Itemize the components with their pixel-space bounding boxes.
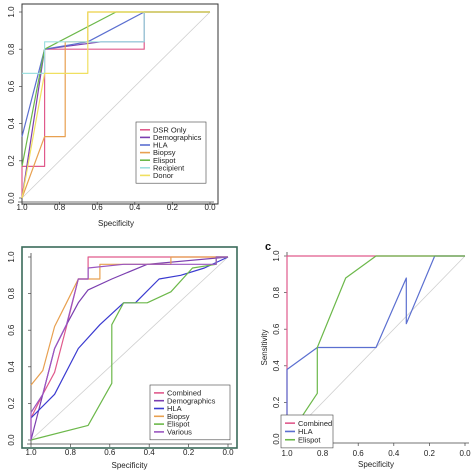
roc-panel-1: 1.0 0.8 0.6 0.4 0.2 0.0 0.0 0.2 0.4 0.6 0.8 1.0 Spec…: [7, 3, 219, 228]
x-tick-label: 0.0: [459, 449, 471, 458]
x-tick-label: 0.2: [183, 448, 195, 457]
diagonal-reference-line: [30, 256, 229, 441]
y-tick-label: 0.2: [7, 397, 16, 409]
panel-label: c: [265, 241, 271, 253]
legend-label: Combined: [167, 389, 201, 398]
legend-label: Elispot: [167, 420, 190, 429]
y-tick-label: 0.6: [7, 80, 16, 92]
series-line-biopsy: [30, 256, 228, 386]
legend-label: Combined: [298, 419, 332, 428]
y-tick-label: 0.4: [7, 117, 16, 129]
diagonal-reference-line: [21, 11, 211, 199]
x-tick-label: 0.2: [424, 449, 436, 458]
legend-label: DSR Only: [153, 125, 187, 134]
x-tick-label: 0.8: [65, 448, 77, 457]
y-tick-label: 0.6: [272, 323, 281, 335]
x-axis-title: Specificity: [358, 460, 394, 469]
x-tick-label: 0.4: [144, 448, 156, 457]
y-tick-label: 0.2: [7, 155, 16, 167]
x-tick-label: 0.0: [222, 448, 234, 457]
legend-label: HLA: [153, 141, 168, 150]
y-tick-label: 0.8: [7, 287, 16, 299]
x-axis-title: Specificity: [98, 219, 134, 228]
series-line-donor: [21, 11, 210, 199]
y-tick-label: 0.6: [7, 324, 16, 336]
y-tick-label: 0.8: [272, 286, 281, 298]
y-tick-label: 0.0: [7, 192, 16, 204]
y-tick-label: 0.4: [7, 361, 16, 373]
y-tick-label: 0.2: [272, 396, 281, 408]
roc-panel-2: 1.0 0.8 0.6 0.4 0.2 0.0 0.0 0.2 0.4 0.6 0.8 1.0 Spec…: [7, 246, 238, 470]
x-tick-label: 1.0: [25, 448, 37, 457]
x-tick-label: 0.4: [129, 203, 141, 212]
y-tick-label: 1.0: [7, 6, 16, 18]
x-tick-label: 1.0: [281, 449, 293, 458]
legend-label: Elispot: [153, 156, 176, 165]
panel-border: [21, 246, 238, 449]
y-axis-title: Sensitivity: [260, 329, 269, 365]
y-tick-label: 0.0: [7, 434, 16, 446]
roc-panel-3: 1.0 0.8 0.6 0.4 0.2 0.0 0.0 0.2 0.4 0.6 0.8 1.0 Spec…: [260, 241, 471, 469]
legend-label: Recipient: [153, 163, 185, 172]
series-line-elispot: [286, 255, 465, 440]
series-line-combined: [30, 256, 228, 440]
legend-label: HLA: [167, 404, 182, 413]
y-tick-label: 1.0: [7, 251, 16, 263]
x-tick-label: 1.0: [16, 203, 28, 212]
legend-label: Various: [167, 428, 192, 437]
legend-label: HLA: [298, 427, 313, 436]
x-tick-label: 0.6: [104, 448, 116, 457]
y-tick-label: 0.4: [272, 360, 281, 372]
legend-label: Elispot: [298, 435, 321, 444]
x-tick-label: 0.6: [353, 449, 365, 458]
series-line-hla: [286, 255, 465, 439]
legend-label: Demographics: [167, 396, 216, 405]
legend-label: Donor: [153, 171, 174, 180]
x-tick-label: 0.2: [167, 203, 179, 212]
legend-label: Biopsy: [153, 148, 176, 157]
series-line-various: [30, 256, 228, 440]
y-tick-label: 0.0: [272, 433, 281, 445]
legend-label: Demographics: [153, 133, 202, 142]
legend-label: Biopsy: [167, 412, 190, 421]
x-axis-title: Specificity: [111, 461, 147, 470]
x-tick-label: 0.8: [317, 449, 329, 458]
y-tick-label: 1.0: [272, 250, 281, 262]
x-tick-label: 0.4: [388, 449, 400, 458]
y-tick-label: 0.8: [7, 43, 16, 55]
x-tick-label: 0.6: [92, 203, 104, 212]
x-tick-label: 0.8: [54, 203, 66, 212]
x-tick-label: 0.0: [204, 203, 216, 212]
legend-box: [149, 384, 231, 441]
